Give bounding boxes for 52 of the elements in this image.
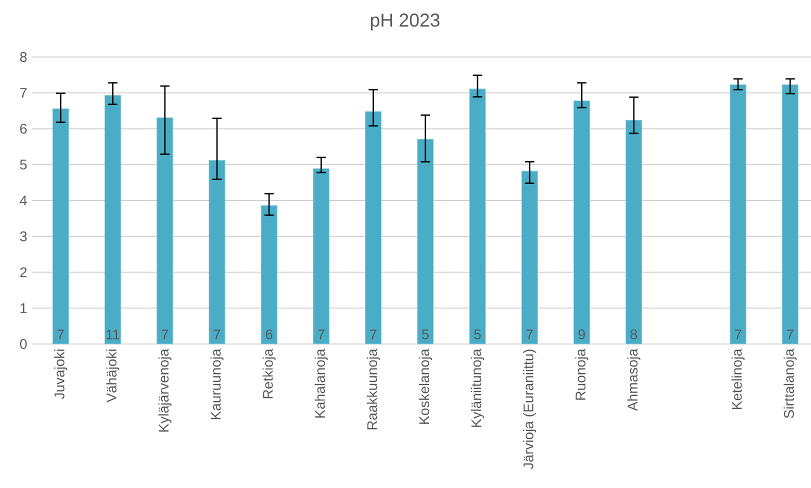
x-tick-label: Kauruunoja — [210, 348, 224, 420]
annotation: 11 — [106, 330, 120, 340]
annotation: 9 — [578, 329, 585, 340]
bar — [417, 138, 434, 344]
x-tick-label: Sirttalanoja — [784, 348, 797, 418]
bar — [156, 117, 174, 344]
y-tick-label: 0 — [20, 339, 27, 349]
bar — [104, 95, 122, 344]
bar — [52, 108, 69, 344]
y-tick-label: 1 — [20, 303, 27, 313]
x-tick-label: Ahmasoja — [627, 348, 640, 411]
x-tick-label: Järvioja (Euraniittu) — [523, 350, 536, 470]
bar — [469, 88, 486, 344]
y-tick-label: 8 — [20, 52, 27, 62]
y-tick-label: 4 — [20, 196, 27, 206]
annotation: 6 — [266, 329, 272, 340]
bar — [260, 205, 278, 344]
annotation: 7 — [370, 330, 376, 340]
x-tick-label: Juvajoki — [54, 350, 68, 400]
annotation: 5 — [474, 330, 481, 340]
bar — [730, 84, 746, 344]
bar — [626, 120, 642, 344]
bar — [573, 100, 590, 344]
y-tick-label: 2 — [20, 267, 27, 278]
x-tick-label: Retkioja — [262, 348, 276, 398]
annotation: 5 — [422, 330, 429, 340]
chart-title: pH 2023 — [370, 14, 440, 30]
x-tick-label: Kyläniitunoja — [470, 348, 484, 427]
x-tick-label: Koskelanoja — [418, 348, 432, 424]
annotation: 7 — [162, 330, 168, 340]
x-tick-label: Kyläjärvenoja — [158, 348, 172, 432]
bar — [521, 170, 538, 344]
annotation: 7 — [526, 330, 533, 340]
annotation: 7 — [57, 330, 64, 340]
bar — [365, 111, 382, 344]
y-tick-label: 3 — [20, 231, 27, 242]
bar — [312, 168, 330, 344]
annotation: 7 — [786, 330, 794, 340]
x-tick-label: Ruonoja — [575, 348, 588, 400]
x-tick-label: Ketelinoja — [732, 348, 745, 410]
annotation: 7 — [734, 330, 742, 340]
annotation: 7 — [214, 330, 220, 340]
y-tick-label: 7 — [20, 88, 27, 98]
annotation: 7 — [318, 330, 324, 340]
x-tick-label: Vähäjoki — [106, 350, 120, 402]
bar — [782, 84, 798, 344]
y-tick-label: 5 — [20, 160, 27, 170]
y-tick-label: 6 — [20, 124, 27, 134]
bar — [208, 160, 226, 344]
annotation: 8 — [630, 329, 638, 340]
x-tick-label: Raakkuunoja — [366, 348, 380, 430]
x-tick-label: Kahalanoja — [314, 348, 328, 418]
